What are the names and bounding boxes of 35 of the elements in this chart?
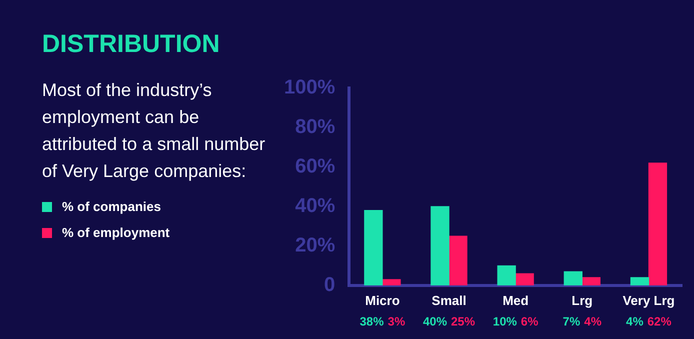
bar xyxy=(648,162,668,286)
data-label: 6% xyxy=(520,314,539,329)
bar xyxy=(448,236,468,286)
x-tick-label: Med xyxy=(502,292,529,308)
text: DISTRIBUTION xyxy=(42,30,221,59)
x-tick-label: Micro xyxy=(365,292,400,308)
legend-label: % of employment xyxy=(62,225,170,240)
y-tick-label: 80% xyxy=(295,116,336,138)
data-label: 10% xyxy=(492,314,518,329)
y-tick-label: 40% xyxy=(295,194,336,217)
data-label: 7% xyxy=(562,314,580,329)
x-tick-label: Small xyxy=(432,292,466,308)
data-label: 25% xyxy=(451,314,476,329)
bar xyxy=(430,206,450,286)
bar xyxy=(564,271,582,286)
data-label: 4% xyxy=(584,314,602,329)
bar xyxy=(382,279,401,286)
legend-label: % of companies xyxy=(62,199,161,214)
bar xyxy=(630,277,650,286)
y-tick-label: 20% xyxy=(295,234,336,256)
x-tick-label: Lrg xyxy=(572,292,593,308)
data-label: 4% xyxy=(626,314,644,329)
data-label: 38% xyxy=(360,314,384,329)
data-label: 40% xyxy=(422,314,448,329)
bar xyxy=(364,210,383,286)
data-label: 62% xyxy=(647,314,672,329)
x-tick-label: Very Lrg xyxy=(622,292,675,308)
data-label: 3% xyxy=(388,314,406,329)
bar xyxy=(582,277,600,286)
y-tick-label: 60% xyxy=(295,155,336,178)
y-tick-label: 0 xyxy=(324,274,336,296)
y-tick-label: 100% xyxy=(284,76,336,99)
bar xyxy=(515,273,534,286)
bar xyxy=(497,265,516,286)
text: Most of the industry’s employment can be attributed to a small number of Very Large companies: xyxy=(42,79,266,183)
